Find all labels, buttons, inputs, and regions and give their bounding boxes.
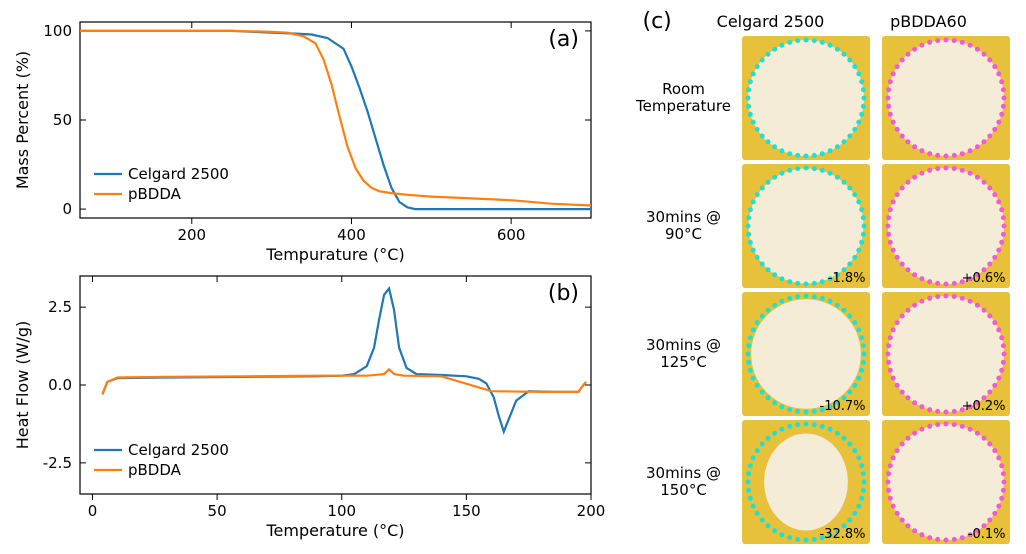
svg-text:400: 400 [337,226,366,244]
panel-label: (a) [548,27,579,52]
shrinkage-svg [882,420,1010,544]
chart-b: 0 50 100 150 200 -2.5 0.0 2.5 Temperature (°C) He… [10,266,605,542]
svg-text:50: 50 [208,502,227,520]
y-axis-label: Heat Flow (W/g) [13,321,32,450]
panel-label: (b) [548,281,579,306]
panel-c-col1-header: Celgard 2500 [701,12,841,31]
shrinkage-svg [742,164,870,288]
panel-c-header: (c) Celgard 2500 pBDDA60 [643,8,999,34]
legend: Celgard 2500 pBDDA [94,165,229,203]
shrinkage-tile: +0.6% [882,164,1010,288]
legend-item: pBDDA [128,461,182,479]
chart-a: 200 400 600 0 50 100 Tempurature (°C) Mass Perc… [10,12,605,266]
x-axis-label: Tempurature (°C) [265,245,404,264]
svg-text:600: 600 [497,226,526,244]
legend-item: Celgard 2500 [128,165,229,183]
chart-a-wrap: 200 400 600 0 50 100 Tempurature (°C) Mass Perc… [10,12,605,266]
shrinkage-tile: -0.1% [882,420,1010,544]
panel-c-col2-header: pBDDA60 [859,12,999,31]
shrinkage-svg [742,420,870,544]
legend-item: Celgard 2500 [128,441,229,459]
left-column: 200 400 600 0 50 100 Tempurature (°C) Mass Perc… [0,0,605,554]
svg-text:100: 100 [327,502,356,520]
panel-c-row-label: 30mins @125°C [632,337,742,372]
panel-c-row: 30mins @150°C -32.8% -0.1% [632,420,1010,544]
svg-text:0: 0 [62,200,72,218]
svg-text:0.0: 0.0 [48,376,72,394]
shrinkage-tile: +0.2% [882,292,1010,416]
panel-c-row: 30mins @125°C -10.7% +0.2% [632,292,1010,416]
legend: Celgard 2500 pBDDA [94,441,229,479]
shrinkage-svg [882,292,1010,416]
shrinkage-svg [742,36,870,160]
series-Celgard 2500 [102,289,586,432]
x-axis-label: Temperature (°C) [265,521,404,540]
shrinkage-pct: +0.2% [962,399,1006,414]
svg-text:150: 150 [452,502,481,520]
svg-text:0: 0 [88,502,98,520]
panel-c-row-label: 30mins @90°C [632,209,742,244]
svg-text:-2.5: -2.5 [43,454,72,472]
panel-c-row: 30mins @90°C -1.8% +0.6% [632,164,1010,288]
svg-text:100: 100 [43,22,72,40]
svg-text:200: 200 [177,226,206,244]
shrinkage-pct: -1.8% [828,271,866,286]
shrinkage-svg [882,36,1010,160]
shrinkage-tile [742,36,870,160]
shrinkage-pct: +0.6% [962,271,1006,286]
shrinkage-tile: -1.8% [742,164,870,288]
panel-c-label: (c) [643,9,683,34]
svg-text:50: 50 [53,111,72,129]
panel-c: (c) Celgard 2500 pBDDA60 RoomTemperature… [605,0,1026,554]
panel-c-row: RoomTemperature [632,36,1010,160]
shrinkage-pct: -10.7% [820,399,866,414]
shrinkage-svg [882,164,1010,288]
shrinkage-svg [742,292,870,416]
svg-text:2.5: 2.5 [48,298,72,316]
panel-c-row-label: 30mins @150°C [632,465,742,500]
y-axis-label: Mass Percent (%) [13,51,32,189]
panel-c-row-label: RoomTemperature [632,81,742,116]
legend-item: pBDDA [128,185,182,203]
shrinkage-tile: -32.8% [742,420,870,544]
series-pBDDA [102,369,586,394]
svg-text:200: 200 [577,502,605,520]
panel-c-grid: RoomTemperature30mins @90°C-1.8%+0.6%30m… [632,36,1010,544]
shrinkage-pct: -32.8% [820,527,866,542]
chart-b-wrap: 0 50 100 150 200 -2.5 0.0 2.5 Temperature (°C) He… [10,266,605,542]
shrinkage-pct: -0.1% [968,527,1006,542]
shrinkage-tile: -10.7% [742,292,870,416]
shrinkage-tile [882,36,1010,160]
